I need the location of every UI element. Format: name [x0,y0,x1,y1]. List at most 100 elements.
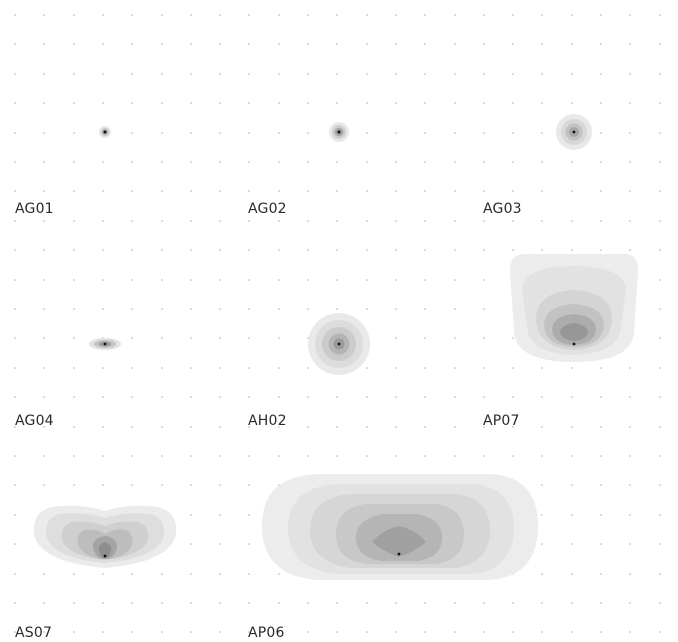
grid-dot [366,190,368,192]
grid-dot [366,102,368,104]
grid-dot [395,14,397,16]
grid-dot [278,308,280,310]
grid-dot [161,43,163,45]
grid-dot [541,220,543,222]
grid-dot [571,514,573,516]
grid-dot [190,514,192,516]
pattern-ag03 [556,114,592,150]
grid-dot [161,484,163,486]
grid-dot [366,426,368,428]
grid-dot [541,631,543,633]
grid-dot [454,308,456,310]
grid-dot [190,426,192,428]
grid-dot [14,602,16,604]
grid-dot [14,190,16,192]
grid-dot [73,367,75,369]
grid-dot [571,14,573,16]
grid-dot [541,132,543,134]
grid-dot [190,249,192,251]
grid-dot [131,337,133,339]
grid-dot [219,631,221,633]
grid-dot [102,279,104,281]
grid-dot [190,279,192,281]
grid-dot [454,43,456,45]
grid-dot [102,367,104,369]
grid-dot [336,396,338,398]
grid-dot [131,573,133,575]
grid-dot [629,514,631,516]
grid-dot [131,484,133,486]
grid-dot [454,279,456,281]
grid-dot [336,602,338,604]
grid-dot [512,43,514,45]
grid-dot [600,543,602,545]
grid-dot [102,573,104,575]
center-point [337,342,341,346]
grid-dot [14,573,16,575]
grid-dot [541,249,543,251]
grid-dot [541,14,543,16]
grid-dot [278,367,280,369]
grid-dot [131,631,133,633]
grid-dot [73,455,75,457]
grid-dot [73,102,75,104]
grid-dot [483,102,485,104]
grid-dot [190,337,192,339]
grid-dot [219,396,221,398]
grid-dot [248,14,250,16]
grid-dot [395,426,397,428]
grid-dot [190,220,192,222]
grid-dot [131,602,133,604]
grid-dot [73,220,75,222]
grid-dot [73,426,75,428]
grid-dot [424,602,426,604]
grid-dot [43,602,45,604]
grid-dot [336,161,338,163]
grid-dot [161,426,163,428]
grid-dot [571,73,573,75]
grid-dot [659,631,661,633]
grid-dot [424,426,426,428]
grid-dot [219,455,221,457]
grid-dot [366,43,368,45]
grid-dot [219,426,221,428]
grid-dot [14,631,16,633]
grid-dot [307,602,309,604]
grid-dot [248,426,250,428]
grid-dot [307,190,309,192]
grid-dot [629,43,631,45]
grid-dot [43,631,45,633]
grid-dot [14,426,16,428]
grid-dot [43,73,45,75]
grid-dot [659,279,661,281]
grid-dot [336,73,338,75]
grid-dot [512,14,514,16]
grid-dot [629,73,631,75]
grid-dot [219,602,221,604]
grid-dot [102,220,104,222]
grid-dot [629,396,631,398]
label-ag02: AG02 [248,201,287,217]
grid-dot [278,396,280,398]
grid-dot [541,455,543,457]
grid-dot [512,161,514,163]
grid-dot [659,337,661,339]
pattern-ag04 [89,338,121,350]
grid-dot [629,102,631,104]
grid-dot [219,308,221,310]
grid-dot [161,337,163,339]
grid-dot [307,631,309,633]
grid-dot [541,396,543,398]
grid-dot [248,161,250,163]
grid-dot [395,367,397,369]
grid-dot [336,631,338,633]
grid-dot [278,631,280,633]
grid-dot [336,426,338,428]
grid-dot [512,426,514,428]
grid-dot [14,249,16,251]
pattern-ap07 [510,254,638,362]
label-ag01: AG01 [15,201,54,217]
grid-dot [571,396,573,398]
grid-dot [600,396,602,398]
